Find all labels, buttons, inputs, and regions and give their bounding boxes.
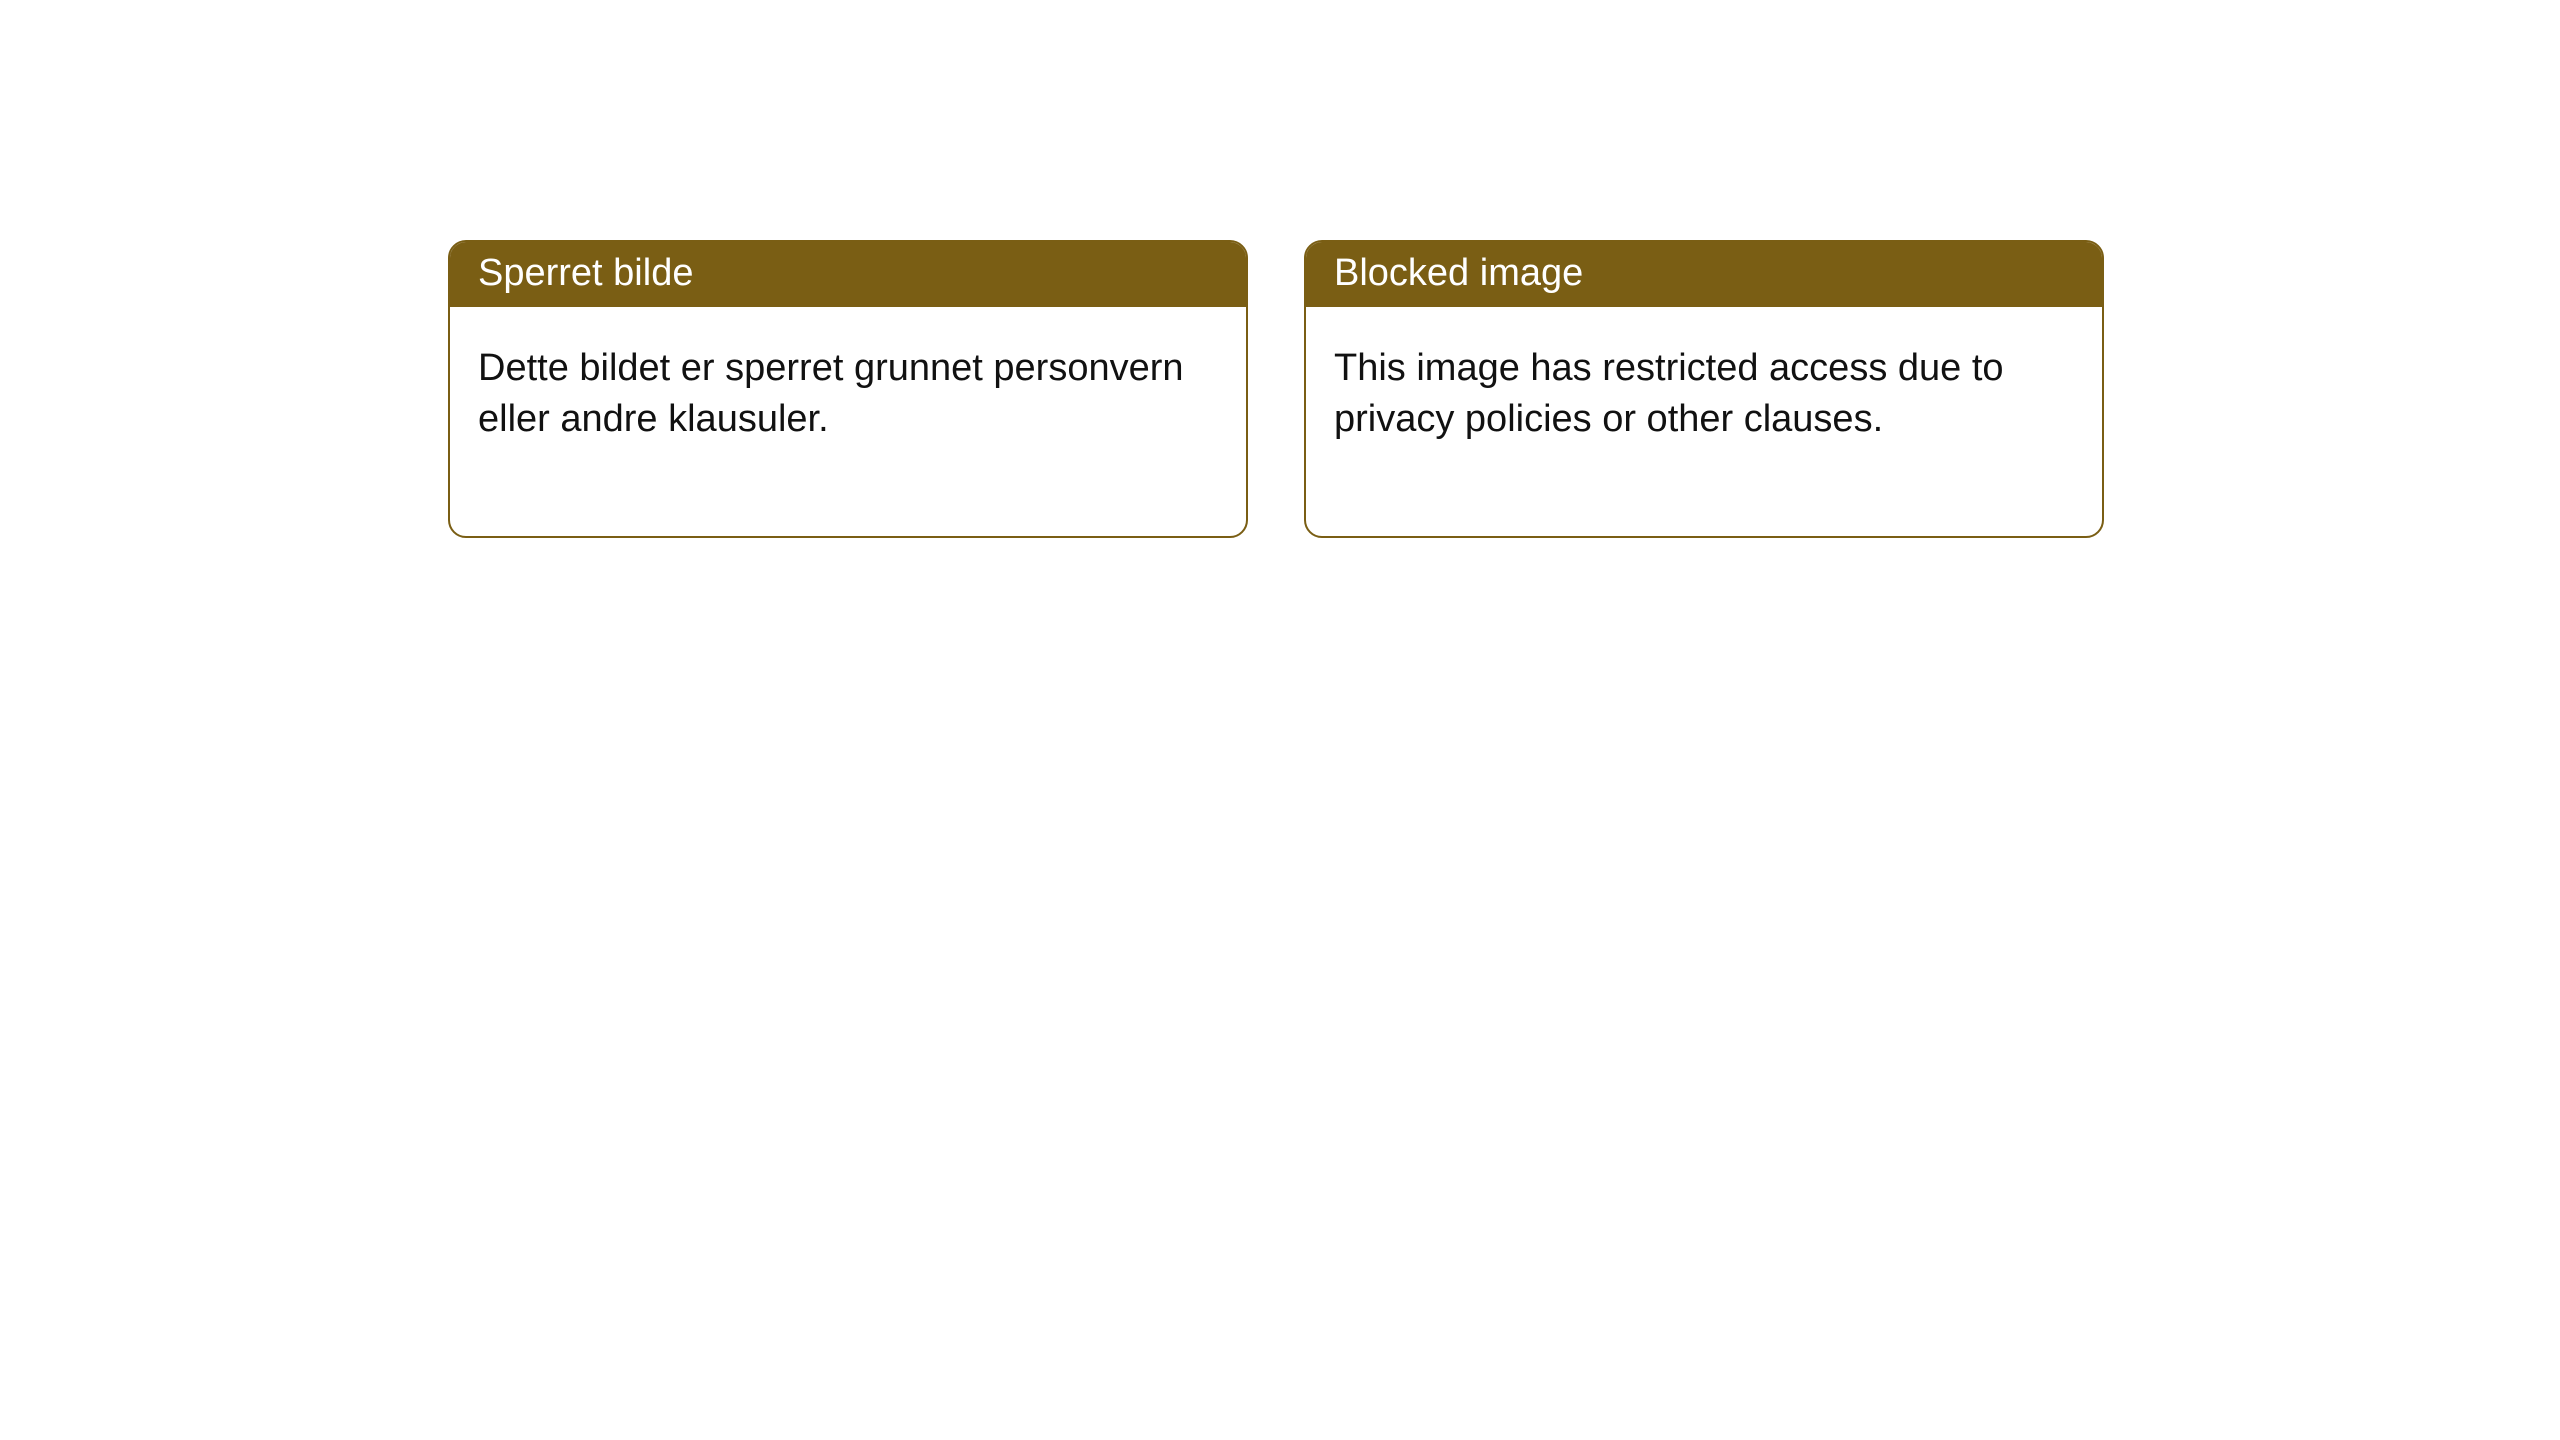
cards-container: Sperret bilde Dette bildet er sperret gr… (0, 0, 2560, 538)
blocked-image-card-no: Sperret bilde Dette bildet er sperret gr… (448, 240, 1248, 538)
card-header-en: Blocked image (1306, 242, 2102, 307)
card-body-no: Dette bildet er sperret grunnet personve… (450, 307, 1246, 536)
card-header-no: Sperret bilde (450, 242, 1246, 307)
blocked-image-card-en: Blocked image This image has restricted … (1304, 240, 2104, 538)
card-body-en: This image has restricted access due to … (1306, 307, 2102, 536)
